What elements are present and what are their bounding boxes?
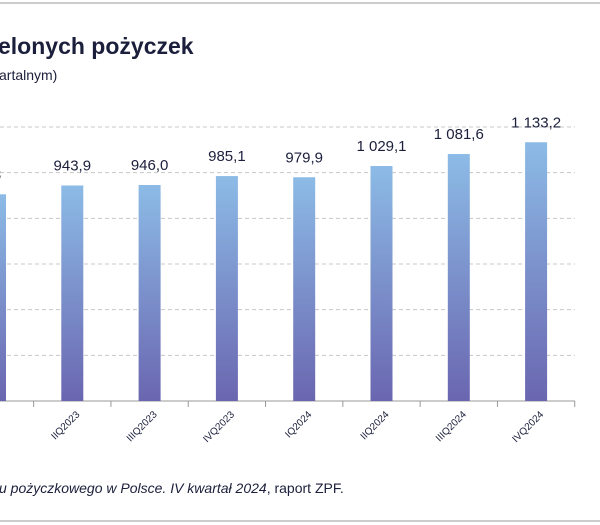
value-label: 979,9 — [285, 149, 323, 166]
value-label: 943,9 — [54, 157, 92, 174]
chart-subtitle: artalnym) — [0, 67, 57, 83]
value-label: 1 133,2 — [511, 114, 561, 131]
x-tick-label: IIQ2023 — [49, 409, 82, 442]
bar — [215, 176, 238, 401]
source-italic: u pożyczkowego w Polsce. IV kwartał 2024 — [0, 480, 267, 496]
value-label: 985,1 — [208, 148, 246, 165]
bar — [0, 194, 6, 401]
bar — [61, 185, 84, 401]
value-label: 946,0 — [131, 157, 169, 174]
x-tick-label: IVQ2023 — [201, 409, 237, 445]
bar — [447, 154, 470, 401]
x-tick-label: IIQ2024 — [359, 409, 392, 442]
x-tick-label: IIIQ2023 — [125, 409, 160, 444]
chart-title: elonych pożyczek — [0, 33, 194, 59]
bar — [138, 184, 161, 401]
value-label: ,3 — [0, 166, 1, 183]
bar — [370, 166, 393, 401]
value-label: 1 081,6 — [434, 126, 484, 143]
source: u pożyczkowego w Polsce. IV kwartał 2024… — [0, 480, 344, 496]
source-rest: , raport ZPF. — [267, 480, 344, 496]
x-tick-label: IIIQ2024 — [434, 409, 469, 444]
x-tick-label: IVQ2024 — [511, 409, 547, 445]
bar — [525, 142, 548, 401]
value-label: 1 029,1 — [356, 138, 406, 155]
bar — [293, 177, 316, 401]
x-tick-label: IQ2024 — [283, 409, 314, 440]
